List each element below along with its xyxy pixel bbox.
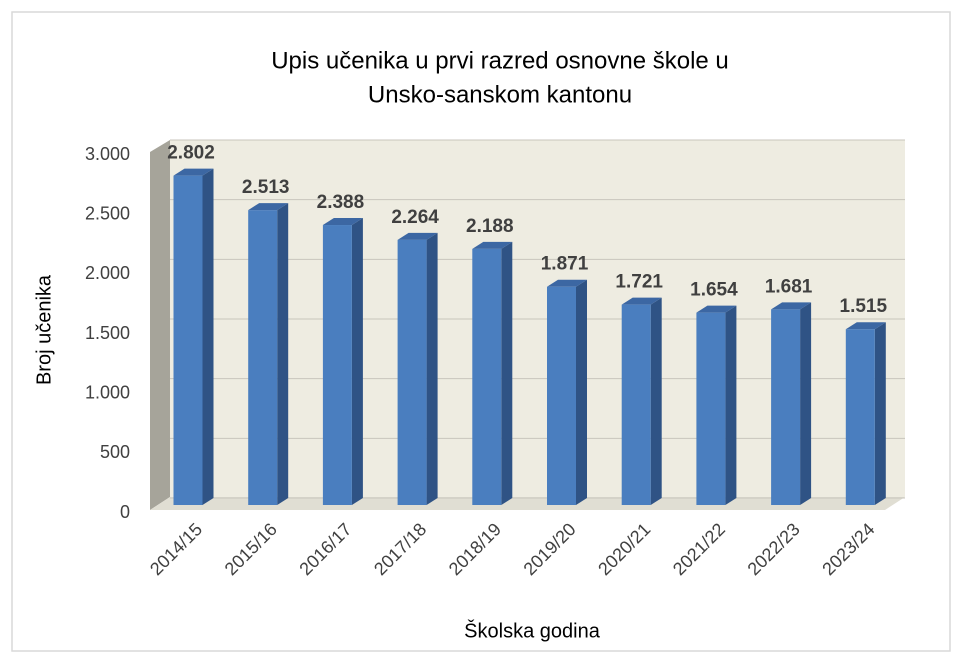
bar	[621, 304, 651, 505]
data-label: 2.388	[317, 192, 365, 213]
data-label: 1.871	[541, 254, 589, 275]
bar-side	[501, 241, 513, 505]
bar-top	[397, 232, 438, 240]
y-tick-label: 2.000	[85, 263, 130, 283]
bar-side	[800, 302, 812, 505]
bar-side	[576, 279, 587, 505]
bar	[771, 309, 801, 505]
y-tick-label: 500	[100, 442, 130, 462]
y-axis-label: Broj učenika	[33, 274, 55, 385]
data-label: 1.515	[840, 296, 888, 317]
data-label: 2.513	[242, 177, 290, 198]
bar-side	[874, 322, 886, 505]
bar	[845, 329, 875, 505]
bar-side	[277, 203, 289, 505]
y-tick-label: 2.500	[85, 203, 130, 223]
bar-top	[547, 279, 587, 287]
data-label: 2.264	[391, 207, 439, 228]
bar-side	[202, 168, 214, 506]
bar-side	[426, 232, 438, 505]
bar-top	[696, 305, 737, 313]
data-label: 1.654	[690, 280, 738, 301]
data-label: 1.681	[765, 276, 813, 297]
y-tick-label: 3.000	[85, 144, 130, 164]
y-tick-label: 0	[120, 502, 130, 522]
chart-title: Upis učenika u prvi razred osnovne škole…	[271, 47, 729, 74]
x-axis-label: Školska godina	[464, 619, 601, 642]
y-tick-label: 1.500	[85, 323, 130, 343]
bar	[173, 175, 203, 506]
bar-top	[472, 241, 513, 249]
data-label: 2.188	[466, 216, 514, 237]
bar-side	[725, 305, 737, 505]
bar	[472, 248, 502, 505]
chart-title: Unsko-sanskom kantonu	[368, 81, 632, 108]
bar-top	[621, 297, 662, 305]
bar-top	[771, 302, 812, 310]
bar-side	[351, 218, 363, 506]
y-tick-label: 1.000	[85, 382, 130, 402]
side-wall	[150, 140, 170, 510]
bar	[248, 210, 278, 505]
bar-side	[650, 297, 662, 505]
bar	[397, 239, 427, 505]
bar-top	[248, 203, 289, 211]
bar	[547, 286, 576, 505]
data-label: 1.721	[615, 272, 663, 293]
bar	[322, 225, 352, 506]
data-label: 2.802	[167, 143, 215, 164]
bar-top	[173, 168, 214, 176]
bar-top	[845, 322, 886, 330]
bar	[696, 312, 726, 505]
bar-top	[322, 218, 363, 226]
